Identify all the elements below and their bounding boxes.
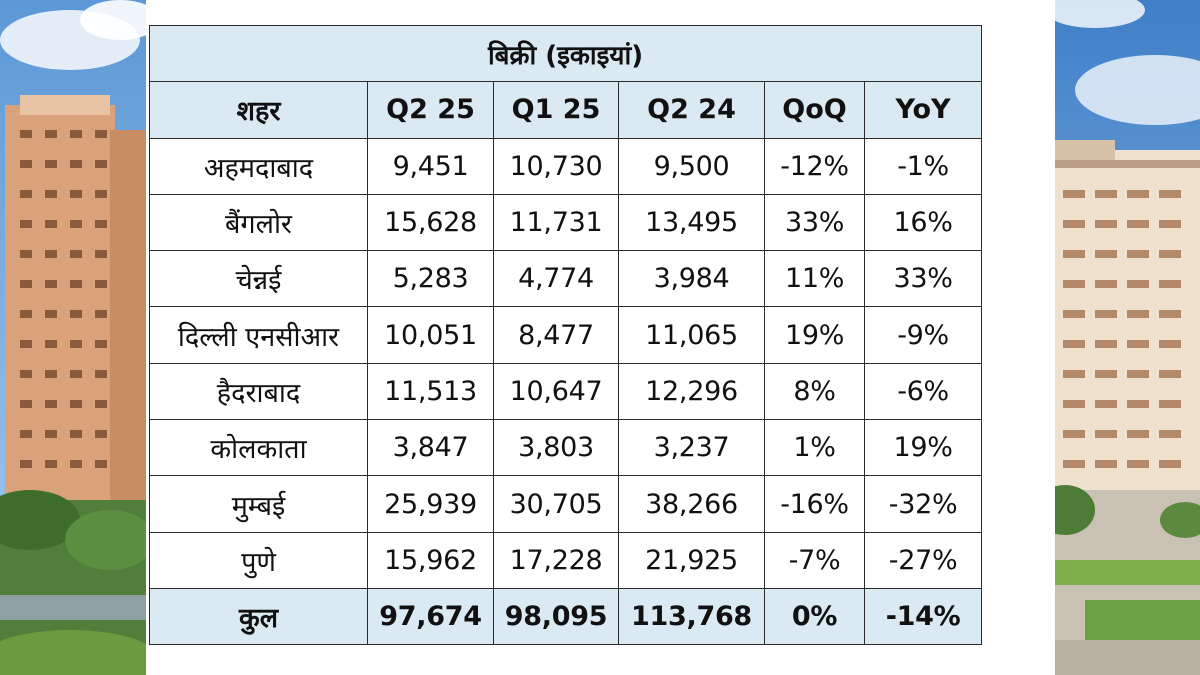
table-row: चेन्नई 5,283 4,774 3,984 11% 33%: [149, 250, 983, 308]
table-row: पुणे 15,962 17,228 21,925 -7% -27%: [149, 531, 983, 589]
q1-25-cell: 3,803: [493, 419, 619, 477]
column-header-city: शहर: [149, 81, 368, 139]
building-photo-right-image: [1055, 0, 1200, 675]
total-yoy-cell: -14%: [863, 587, 983, 646]
qoq-cell: 11%: [764, 250, 865, 308]
q2-25-cell: 3,847: [367, 419, 494, 477]
q2-24-cell: 21,925: [618, 531, 765, 589]
yoy-cell: -32%: [863, 475, 983, 533]
table-total-row: कुल 97,674 98,095 113,768 0% -14%: [149, 587, 983, 646]
q2-25-cell: 9,451: [367, 137, 494, 195]
column-header-yoy: YoY: [863, 81, 983, 139]
city-cell: अहमदाबाद: [149, 137, 368, 195]
q1-25-cell: 11,731: [493, 193, 619, 252]
table-row: दिल्ली एनसीआर 10,051 8,477 11,065 19% -9…: [149, 306, 983, 364]
right-building-photo: [1055, 0, 1200, 675]
column-header-q2-24: Q2 24: [618, 81, 765, 139]
yoy-cell: 16%: [863, 193, 983, 252]
total-q2-24-cell: 113,768: [618, 587, 765, 646]
table-row: कोलकाता 3,847 3,803 3,237 1% 19%: [149, 419, 983, 477]
q2-24-cell: 13,495: [618, 193, 765, 252]
yoy-cell: 33%: [863, 250, 983, 308]
q1-25-cell: 30,705: [493, 475, 619, 533]
qoq-cell: -7%: [764, 531, 865, 589]
q2-25-cell: 11,513: [367, 362, 494, 421]
yoy-cell: -6%: [863, 362, 983, 421]
q2-25-cell: 15,628: [367, 193, 494, 252]
city-cell: कोलकाता: [149, 419, 368, 477]
q2-25-cell: 10,051: [367, 306, 494, 364]
q2-24-cell: 3,984: [618, 250, 765, 308]
q2-24-cell: 3,237: [618, 419, 765, 477]
q1-25-cell: 8,477: [493, 306, 619, 364]
yoy-cell: -1%: [863, 137, 983, 195]
column-header-q1-25: Q1 25: [493, 81, 619, 139]
table-title: बिक्री (इकाइयां): [148, 24, 983, 83]
q2-25-cell: 15,962: [367, 531, 494, 589]
total-label-cell: कुल: [149, 587, 368, 646]
q2-24-cell: 9,500: [618, 137, 765, 195]
city-cell: मुम्बई: [149, 475, 368, 533]
qoq-cell: -12%: [764, 137, 865, 195]
q1-25-cell: 10,647: [493, 362, 619, 421]
total-q2-25-cell: 97,674: [367, 587, 494, 646]
qoq-cell: 19%: [764, 306, 865, 364]
yoy-cell: 19%: [863, 419, 983, 477]
table-header-row: शहर Q2 25 Q1 25 Q2 24 QoQ YoY: [149, 81, 983, 139]
total-qoq-cell: 0%: [764, 587, 865, 646]
table-row: बैंगलोर 15,628 11,731 13,495 33% 16%: [149, 193, 983, 252]
city-cell: पुणे: [149, 531, 368, 589]
city-cell: हैदराबाद: [149, 362, 368, 421]
left-building-photo: [0, 0, 146, 675]
qoq-cell: 1%: [764, 419, 865, 477]
city-cell: दिल्ली एनसीआर: [149, 306, 368, 364]
table-row: अहमदाबाद 9,451 10,730 9,500 -12% -1%: [149, 137, 983, 195]
q2-25-cell: 5,283: [367, 250, 494, 308]
q2-24-cell: 12,296: [618, 362, 765, 421]
city-cell: चेन्नई: [149, 250, 368, 308]
q2-24-cell: 11,065: [618, 306, 765, 364]
qoq-cell: -16%: [764, 475, 865, 533]
yoy-cell: -27%: [863, 531, 983, 589]
column-header-qoq: QoQ: [764, 81, 865, 139]
table-title-row: बिक्री (इकाइयां): [148, 24, 983, 83]
q2-24-cell: 38,266: [618, 475, 765, 533]
sales-table: बिक्री (इकाइयां) शहर Q2 25 Q1 25 Q2 24 Q…: [148, 24, 983, 646]
total-q1-25-cell: 98,095: [493, 587, 619, 646]
q1-25-cell: 17,228: [493, 531, 619, 589]
qoq-cell: 33%: [764, 193, 865, 252]
q2-25-cell: 25,939: [367, 475, 494, 533]
table-row: मुम्बई 25,939 30,705 38,266 -16% -32%: [149, 475, 983, 533]
table-row: हैदराबाद 11,513 10,647 12,296 8% -6%: [149, 362, 983, 421]
building-photo-left-image: [0, 0, 146, 675]
yoy-cell: -9%: [863, 306, 983, 364]
q1-25-cell: 4,774: [493, 250, 619, 308]
column-header-q2-25: Q2 25: [367, 81, 494, 139]
qoq-cell: 8%: [764, 362, 865, 421]
city-cell: बैंगलोर: [149, 193, 368, 252]
q1-25-cell: 10,730: [493, 137, 619, 195]
